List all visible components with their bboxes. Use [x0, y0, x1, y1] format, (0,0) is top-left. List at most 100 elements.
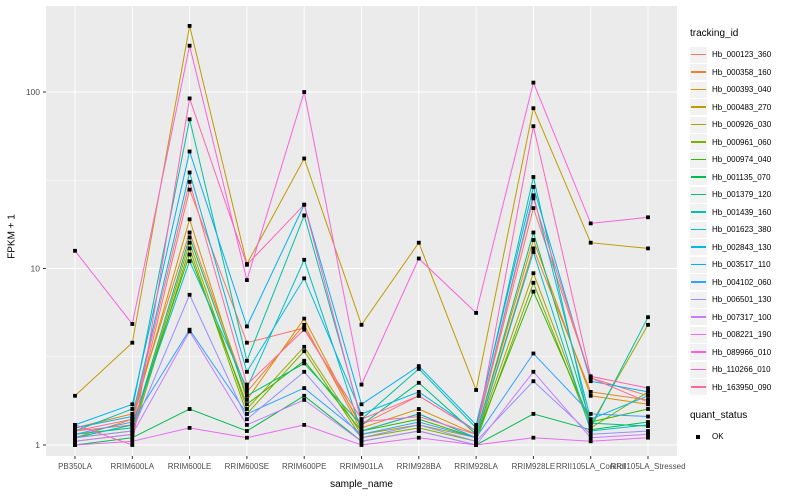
data-point [531, 435, 536, 440]
legend-item: Hb_001439_160 [690, 204, 798, 222]
legend-item-label: Hb_163950_090 [712, 382, 772, 392]
legend-key-line-icon [690, 116, 707, 133]
data-point [302, 322, 307, 327]
data-point [187, 252, 192, 257]
data-point [531, 412, 536, 416]
data-point [588, 412, 593, 416]
data-point [302, 369, 307, 374]
data-point [245, 407, 249, 411]
data-point [646, 215, 650, 220]
data-point [646, 322, 650, 327]
legend-item: Hb_000483_270 [690, 99, 798, 117]
legend-key-line-icon [690, 274, 707, 291]
x-tick-label: RRIM928BA [397, 462, 442, 471]
data-point [416, 240, 421, 245]
data-point [73, 435, 77, 440]
legend-item-label: Hb_000393_040 [712, 85, 772, 95]
legend-key-line-icon [690, 204, 707, 221]
data-point [302, 423, 307, 427]
data-point [245, 340, 249, 345]
x-tick-label: RRIM600LE [168, 462, 212, 471]
data-point [531, 238, 536, 242]
legend-key-square-icon [690, 429, 707, 445]
data-point [416, 423, 421, 427]
data-point [646, 423, 650, 427]
data-point [588, 221, 593, 226]
data-point [245, 386, 249, 390]
data-point [416, 393, 421, 398]
legend-key-line-icon [690, 46, 707, 63]
data-point [646, 393, 650, 398]
legend-item-label: Hb_001135_070 [712, 172, 771, 182]
data-point [531, 175, 536, 179]
legend-item: Hb_008221_190 [690, 326, 798, 344]
data-point [130, 412, 135, 416]
data-point [588, 439, 593, 444]
data-point [359, 443, 364, 447]
data-point [588, 432, 593, 437]
legend-item: Hb_002843_130 [690, 239, 798, 257]
data-point [359, 429, 364, 433]
data-point [646, 402, 650, 407]
data-point [646, 432, 650, 437]
data-point [416, 364, 421, 368]
data-point [588, 379, 593, 384]
data-point [187, 117, 192, 122]
legend-title-tracking-id: tracking_id [690, 28, 739, 39]
legend-item: Hb_000358_160 [690, 64, 798, 82]
data-point [588, 393, 593, 398]
data-point [416, 380, 421, 385]
data-point [73, 439, 77, 444]
data-point [302, 393, 307, 398]
data-point [302, 316, 307, 321]
legend-item-label: Hb_000974_040 [712, 155, 772, 165]
data-point [416, 390, 421, 394]
data-point [187, 170, 192, 175]
data-point [359, 426, 364, 430]
legend-key-line-icon [690, 221, 707, 238]
legend-item: Hb_000123_360 [690, 46, 798, 64]
data-point [302, 358, 307, 363]
legend-item: Hb_007317_100 [690, 309, 798, 327]
data-point [130, 322, 135, 326]
data-point [73, 429, 77, 433]
data-point [187, 96, 192, 101]
legend-key-line-icon [690, 326, 707, 343]
data-point [588, 429, 593, 433]
x-tick-label: RRII105LA_Control [556, 462, 626, 471]
data-point [302, 386, 307, 390]
legend-item-quant: OK [690, 428, 798, 446]
data-point [416, 429, 421, 433]
data-point [302, 90, 307, 94]
data-point [187, 259, 192, 264]
data-point [416, 407, 421, 411]
legend-item-label: Hb_000358_160 [712, 67, 772, 77]
legend-key-line-icon [690, 379, 707, 396]
data-point [245, 358, 249, 363]
data-point [187, 149, 192, 154]
data-point [588, 435, 593, 440]
data-point [646, 429, 650, 433]
data-point [474, 435, 478, 440]
data-point [416, 256, 421, 261]
legend-item-label: Hb_006501_130 [712, 295, 772, 305]
legend-item-label: Hb_007317_100 [712, 312, 772, 322]
data-point [245, 423, 249, 427]
legend-item: Hb_001623_380 [690, 221, 798, 239]
data-point [531, 206, 536, 210]
data-point [646, 407, 650, 411]
data-point [646, 390, 650, 394]
legend-key-line-icon [690, 151, 707, 168]
data-point [416, 426, 421, 430]
data-point [588, 376, 593, 380]
data-point [416, 417, 421, 422]
data-point [474, 432, 478, 437]
data-point [302, 344, 307, 349]
data-point [245, 417, 249, 422]
data-point [531, 193, 536, 198]
legend-key-line-icon [690, 186, 707, 203]
data-point [245, 412, 249, 416]
data-point [187, 246, 192, 251]
